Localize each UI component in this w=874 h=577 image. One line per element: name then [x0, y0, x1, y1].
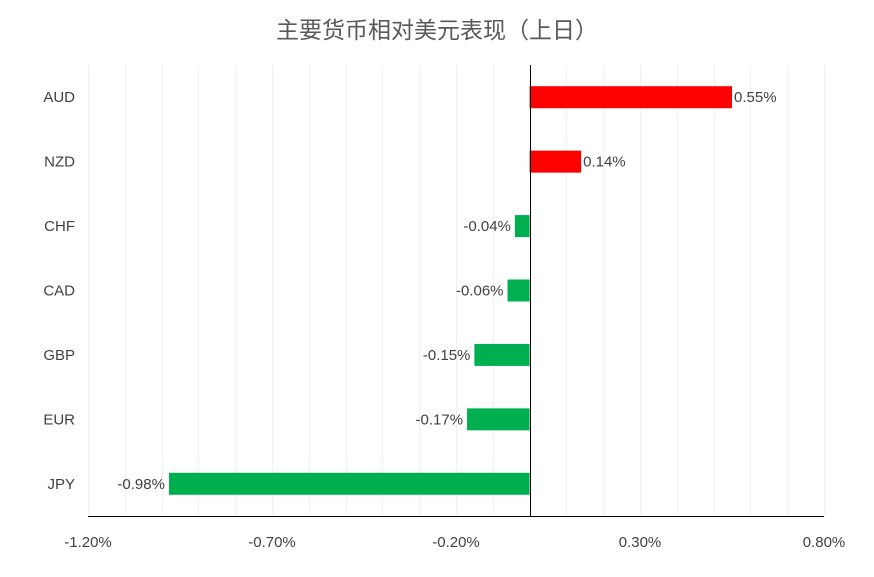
category-label-cad: CAD	[43, 283, 75, 300]
x-tick-label: 0.80%	[803, 534, 846, 551]
category-label-jpy: JPY	[47, 476, 75, 493]
category-label-aud: AUD	[43, 89, 75, 106]
x-axis-ticks: -1.20% -0.70% -0.20% 0.30% 0.80%	[64, 534, 845, 551]
data-label-eur: -0.17%	[416, 411, 464, 428]
bar-eur	[467, 408, 530, 431]
data-label-aud: 0.55%	[734, 89, 777, 106]
category-label-gbp: GBP	[43, 347, 75, 364]
bar-nzd	[529, 150, 582, 173]
data-label-jpy: -0.98%	[117, 476, 165, 493]
axes	[88, 65, 824, 517]
bar-aud	[529, 86, 732, 109]
bar-jpy	[168, 472, 530, 495]
x-tick-label: 0.30%	[619, 534, 662, 551]
x-tick-label: -0.70%	[248, 534, 296, 551]
x-tick-label: -1.20%	[64, 534, 112, 551]
data-label-nzd: 0.14%	[583, 154, 626, 171]
category-label-eur: EUR	[43, 411, 75, 428]
bar-chf	[514, 215, 530, 238]
bars	[168, 86, 732, 495]
bar-cad	[507, 279, 530, 302]
bar-gbp	[474, 343, 530, 366]
data-label-gbp: -0.15%	[423, 347, 471, 364]
category-label-chf: CHF	[44, 218, 75, 235]
data-labels: 0.55% 0.14% -0.04% -0.06% -0.15% -0.17% -0.98%	[117, 89, 776, 493]
category-labels: AUD NZD CHF CAD GBP EUR JPY	[43, 89, 75, 493]
gridlines	[88, 65, 825, 516]
chart-title: 主要货币相对美元表现（上日）	[276, 18, 598, 44]
x-tick-label: -0.20%	[432, 534, 480, 551]
data-label-chf: -0.04%	[463, 218, 511, 235]
category-label-nzd: NZD	[44, 154, 75, 171]
data-label-cad: -0.06%	[456, 283, 504, 300]
